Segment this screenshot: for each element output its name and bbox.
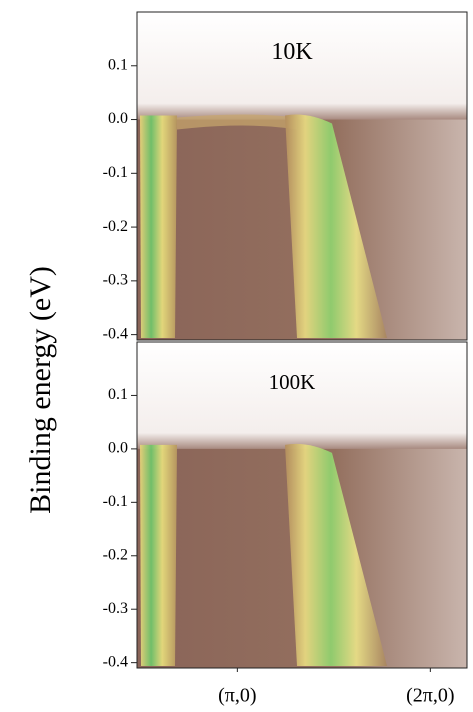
band-top: [177, 114, 297, 130]
y-tick-label: -0.1: [103, 164, 128, 181]
panel-title: 100K: [269, 370, 316, 394]
y-tick-label: 0.0: [108, 110, 128, 127]
panel: 10K 0.1 0.0 -0.1 -0.2 -0.3 -0.4 Binding energy …: [24, 11, 468, 514]
panel-frame: [136, 341, 468, 669]
band-left: [140, 444, 177, 666]
y-tick-label: -0.2: [103, 218, 128, 235]
panel: 100K 0.1 0.0 -0.1 -0.2 -0.3 -0.4 (π,0) (2π,0): [103, 341, 468, 707]
y-tick-label: -0.4: [103, 653, 128, 670]
band-left: [140, 115, 177, 338]
band-right: [285, 114, 387, 338]
y-tick-label: 0.0: [108, 440, 128, 457]
panel-title: 10K: [271, 39, 313, 65]
panel-frame: [136, 11, 468, 341]
y-axis-label: Binding energy (eV): [24, 266, 57, 514]
unoccupied-region: [137, 12, 467, 120]
band-right: [285, 443, 387, 666]
y-tick-label: -0.3: [103, 600, 128, 617]
y-tick-label: -0.3: [103, 272, 128, 289]
y-tick-label: -0.2: [103, 546, 128, 563]
y-tick-label: 0.1: [108, 56, 128, 73]
y-tick-label: 0.1: [108, 386, 128, 403]
x-tick-label: (π,0): [218, 685, 256, 707]
x-tick-label: (2π,0): [406, 685, 454, 707]
unoccupied-region: [137, 342, 467, 449]
y-tick-label: -0.1: [103, 493, 128, 510]
y-tick-label: -0.4: [103, 325, 128, 342]
